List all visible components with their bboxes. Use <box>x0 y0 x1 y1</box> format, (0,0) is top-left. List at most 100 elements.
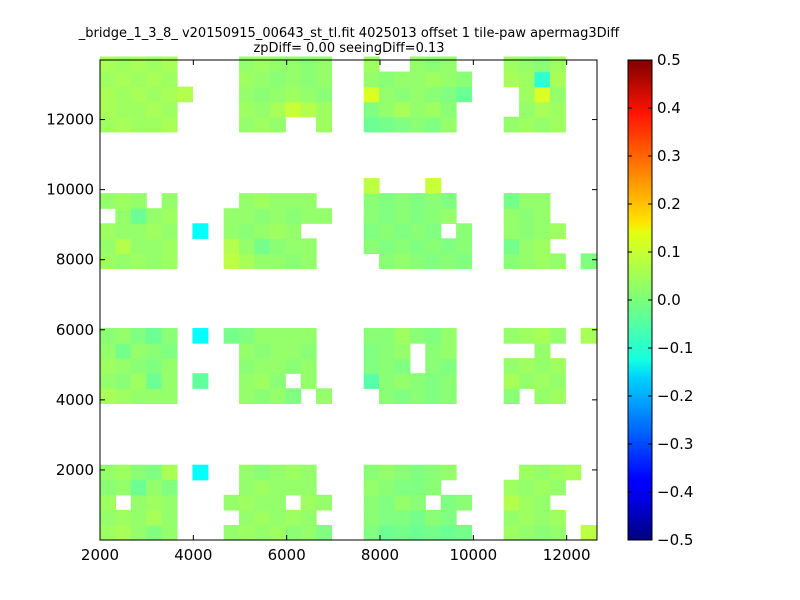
heatmap-cell <box>285 193 302 209</box>
heatmap-cell <box>363 328 380 344</box>
heatmap-cell <box>379 358 396 374</box>
heatmap-cell <box>269 223 286 239</box>
heatmap-cell <box>549 464 566 481</box>
heatmap-cell <box>100 253 116 270</box>
heatmap-cell <box>300 479 317 496</box>
heatmap-cell <box>130 56 147 73</box>
heatmap-cell <box>161 208 178 224</box>
heatmap-cell <box>409 464 426 481</box>
heatmap-cell <box>115 223 132 239</box>
heatmap-cell <box>254 509 271 526</box>
heatmap-cell <box>409 479 426 496</box>
heatmap-cell <box>425 178 442 194</box>
heatmap-cell <box>115 509 132 526</box>
heatmap-cell <box>425 223 442 239</box>
heatmap-cell <box>363 238 380 255</box>
heatmap-cell <box>115 208 132 224</box>
heatmap-cell <box>440 238 457 255</box>
heatmap-cell <box>503 238 520 255</box>
heatmap-cell <box>363 494 380 511</box>
heatmap-cell <box>440 71 457 88</box>
heatmap-cell <box>534 358 551 374</box>
heatmap-cell <box>440 253 457 270</box>
heatmap-cell <box>363 56 380 73</box>
heatmap-cell <box>239 479 256 496</box>
heatmap-cell <box>146 56 163 73</box>
colorbar-tick-label: −0.2 <box>657 387 693 405</box>
heatmap-cell <box>534 328 551 344</box>
heatmap-cell <box>534 223 551 239</box>
heatmap-cell <box>519 479 536 496</box>
heatmap-cell <box>456 524 473 541</box>
heatmap-cell <box>300 509 317 526</box>
heatmap-cell <box>239 86 256 103</box>
heatmap-cell <box>115 479 132 496</box>
heatmap-cell <box>316 388 333 404</box>
heatmap-cell <box>503 358 520 374</box>
heatmap-cell <box>363 358 380 374</box>
heatmap-cell <box>239 193 256 209</box>
heatmap-cell <box>519 56 536 73</box>
heatmap-cell <box>285 479 302 496</box>
heatmap-cell <box>130 479 147 496</box>
heatmap-cell <box>254 358 271 374</box>
heatmap-cell <box>254 223 271 239</box>
heatmap-cell <box>549 479 566 496</box>
chart-title-line-2: zpDiff= 0.00 seeingDiff=0.13 <box>253 41 444 56</box>
heatmap-cell <box>300 328 317 344</box>
heatmap-cell <box>316 524 333 541</box>
heatmap-cell <box>363 193 380 209</box>
heatmap-cell <box>269 509 286 526</box>
heatmap-cell <box>130 101 147 118</box>
heatmap-cell <box>549 56 566 73</box>
heatmap-cell <box>146 509 163 526</box>
heatmap-cell <box>130 71 147 88</box>
colorbar-tick-label: −0.1 <box>657 339 693 357</box>
heatmap-cell <box>549 253 566 270</box>
heatmap-cell <box>100 373 116 389</box>
heatmap-cell <box>549 223 566 239</box>
heatmap-cell <box>239 71 256 88</box>
heatmap-cell <box>161 373 178 389</box>
heatmap-cell <box>100 86 116 103</box>
heatmap-cell <box>425 101 442 118</box>
heatmap-cell <box>425 193 442 209</box>
heatmap-cell <box>146 388 163 404</box>
heatmap-cell <box>503 328 520 344</box>
heatmap-cell <box>146 358 163 374</box>
heatmap-cell <box>130 208 147 224</box>
heatmap-cell <box>425 479 442 496</box>
heatmap-cell <box>269 479 286 496</box>
heatmap-cell <box>161 56 178 73</box>
heatmap-cell <box>130 494 147 511</box>
heatmap-cell <box>269 524 286 541</box>
y-tick-label: 10000 <box>46 181 94 199</box>
heatmap-cell <box>254 86 271 103</box>
heatmap-cell <box>316 71 333 88</box>
heatmap-cell <box>379 328 396 344</box>
heatmap-cell <box>161 343 178 359</box>
heatmap-cell <box>285 343 302 359</box>
heatmap-cell <box>269 388 286 404</box>
heatmap-cell <box>254 208 271 224</box>
heatmap-cell <box>300 253 317 270</box>
heatmap-cell <box>115 193 132 209</box>
x-tick-label: 12000 <box>543 546 591 564</box>
heatmap-cell <box>100 101 116 118</box>
colorbar-tick-label: 0.4 <box>657 99 681 117</box>
heatmap-cell <box>316 56 333 73</box>
heatmap-cell <box>115 388 132 404</box>
heatmap-cell <box>519 116 536 133</box>
heatmap-cell <box>394 464 411 481</box>
heatmap-cell <box>161 71 178 88</box>
heatmap-cell <box>146 208 163 224</box>
colorbar-tick-label: 0.0 <box>657 291 681 309</box>
heatmap-cell <box>549 328 566 344</box>
heatmap-cell <box>534 373 551 389</box>
heatmap-cell <box>425 509 442 526</box>
heatmap-cell <box>239 509 256 526</box>
heatmap-cell <box>285 464 302 481</box>
x-tick-label: 6000 <box>268 546 306 564</box>
x-tick-label: 10000 <box>449 546 497 564</box>
